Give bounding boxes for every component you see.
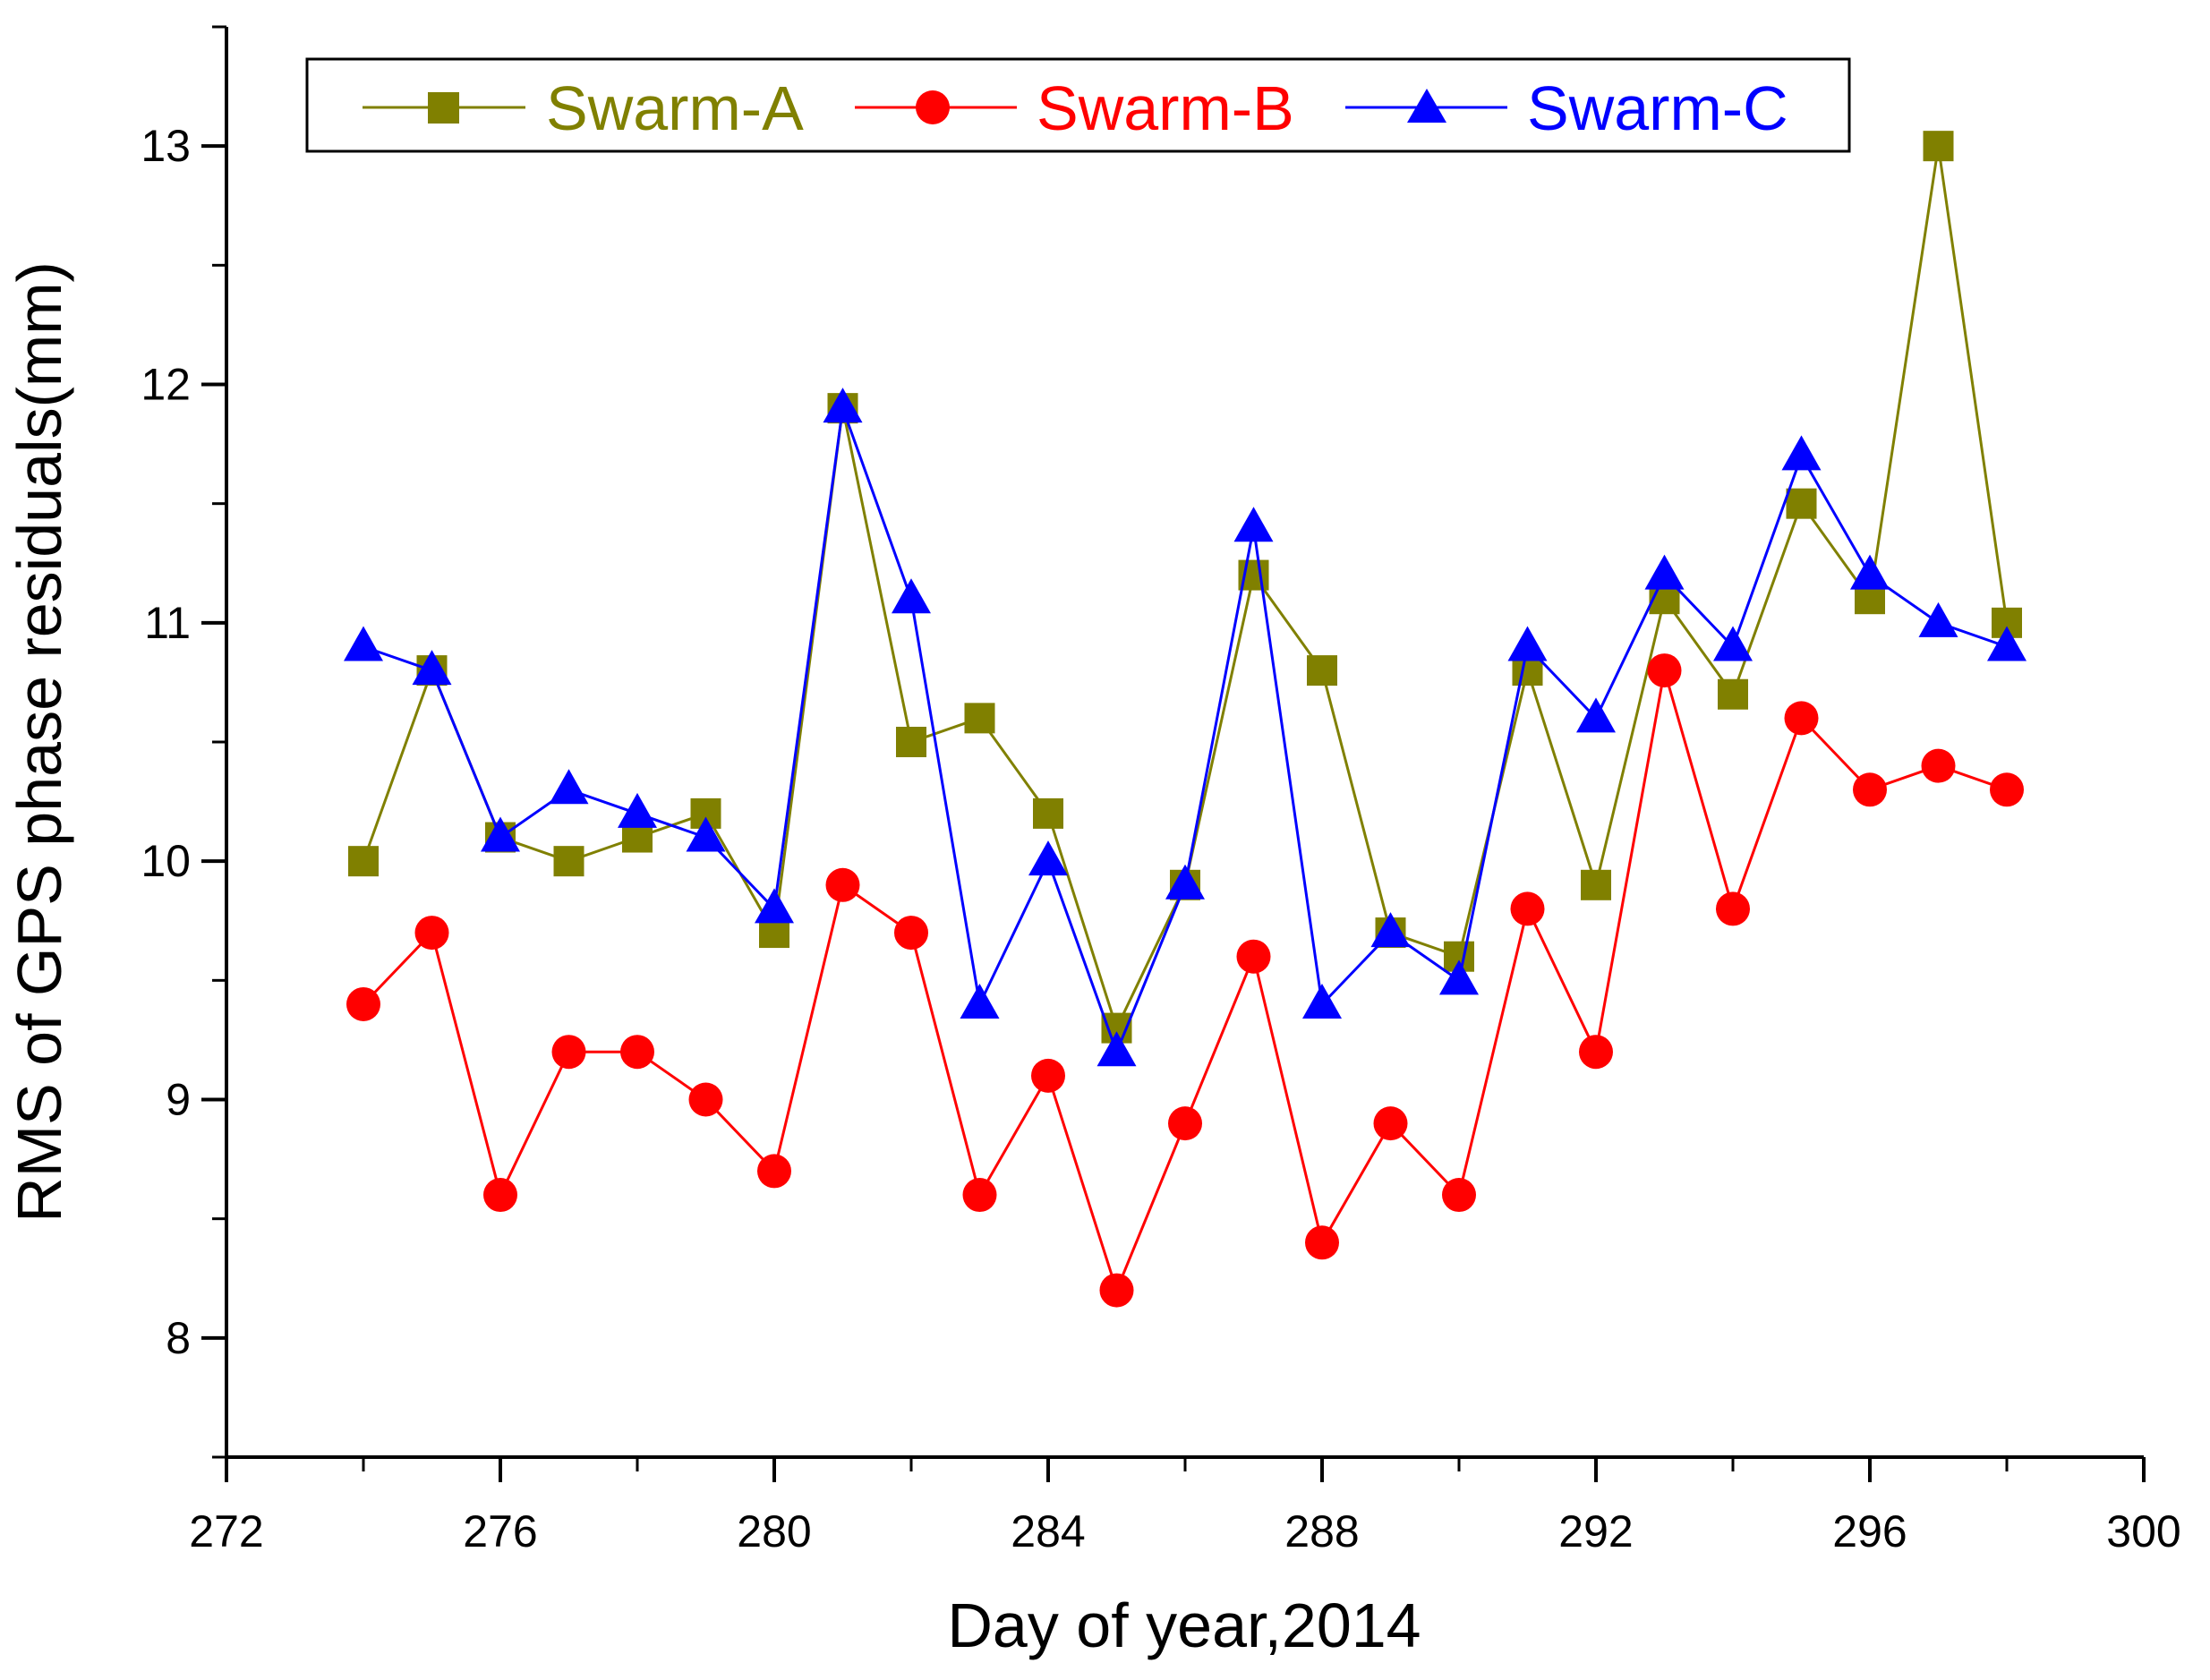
legend-box [305,57,1851,153]
data-point-swarm-c [1918,601,1958,637]
data-point-swarm-c [755,888,794,924]
data-point-swarm-b [1510,891,1545,926]
data-point-swarm-c [1781,435,1822,471]
data-point-swarm-a [964,703,995,734]
data-point-swarm-c [960,983,1000,1019]
legend-marker-swarm-b [916,90,950,124]
y-tick-label: 8 [166,1313,191,1363]
data-point-swarm-c [481,816,520,852]
data-point-swarm-a [348,846,379,877]
x-tick-label: 292 [1558,1506,1633,1556]
data-point-swarm-c [686,816,726,852]
series-layer [344,131,2027,1308]
data-point-swarm-a [1786,488,1817,519]
data-point-swarm-b [1442,1178,1476,1213]
data-point-swarm-a [553,846,584,877]
data-point-swarm-b [757,1154,791,1189]
data-point-swarm-b [1716,891,1750,926]
data-point-swarm-c [1028,840,1068,876]
y-axis-title: RMS of GPS phase residuals(mm) [4,261,74,1223]
data-point-swarm-b [1373,1106,1408,1141]
data-point-swarm-b [346,986,380,1021]
legend-label-swarm-b: Swarm-B [1037,73,1294,143]
data-point-swarm-b [825,867,860,902]
legend-label-swarm-a: Swarm-A [546,73,804,143]
data-point-swarm-c [344,626,383,661]
data-point-swarm-b [1031,1058,1065,1093]
data-point-swarm-b [1305,1225,1339,1260]
y-tick-label: 11 [144,598,191,648]
data-point-swarm-b [414,916,449,951]
legend: Swarm-A Swarm-B Swarm-C [305,57,1851,153]
data-point-swarm-c [1370,912,1411,948]
series-swarm-b [346,653,2024,1308]
legend-item-swarm-b: Swarm-B [855,73,1294,143]
data-point-swarm-b [483,1178,517,1213]
legend-marker-swarm-c [1407,89,1446,123]
data-point-swarm-c [1096,1031,1137,1067]
data-point-swarm-c [1507,626,1548,661]
data-point-swarm-b [1784,701,1819,736]
data-point-swarm-a [1718,678,1748,710]
data-point-swarm-b [1921,748,1956,783]
x-tick-label: 288 [1284,1506,1359,1556]
legend-item-swarm-a: Swarm-A [363,73,804,143]
data-point-swarm-b [962,1178,997,1213]
data-point-swarm-c [549,769,589,805]
data-point-swarm-b [1853,772,1887,807]
data-point-swarm-c [1850,554,1890,590]
data-point-swarm-c [1165,864,1205,900]
data-point-swarm-c [1987,626,2027,661]
y-tick-label: 12 [141,360,191,410]
data-point-swarm-c [1302,983,1342,1019]
data-point-swarm-c [1576,697,1616,733]
data-point-swarm-b [551,1035,586,1070]
y-tick-label: 13 [141,121,191,171]
x-ticks: 272 276 280 284 288 292 296 300 [189,1457,2181,1556]
data-point-swarm-a [1923,131,1954,162]
data-point-swarm-b [1647,653,1682,688]
y-tick-label: 10 [141,836,191,886]
series-swarm-c [344,388,2027,1067]
data-point-swarm-c [412,650,452,686]
data-point-swarm-a [896,727,926,757]
data-point-swarm-b [1099,1273,1134,1308]
data-point-swarm-b [620,1035,654,1070]
data-point-swarm-a [1307,655,1337,686]
x-tick-label: 296 [1832,1506,1907,1556]
data-point-swarm-b [1236,939,1271,974]
data-point-swarm-b [894,916,928,951]
x-axis-title: Day of year,2014 [947,1590,1421,1660]
data-point-swarm-c [1644,554,1685,590]
x-tick-label: 280 [737,1506,811,1556]
y-ticks: 8 9 10 11 12 13 [141,25,226,1459]
legend-marker-swarm-a [428,92,459,124]
data-point-swarm-c [1439,959,1479,995]
data-point-swarm-c [823,388,863,423]
data-point-swarm-c [618,792,657,828]
x-tick-label: 284 [1011,1506,1085,1556]
data-point-swarm-b [1168,1106,1202,1141]
x-tick-label: 272 [189,1506,263,1556]
legend-label-swarm-c: Swarm-C [1527,73,1788,143]
data-point-swarm-c [1713,626,1753,661]
data-point-swarm-b [688,1082,723,1117]
y-tick-label: 9 [166,1075,191,1125]
legend-item-swarm-c: Swarm-C [1345,73,1788,143]
data-point-swarm-a [1581,869,1611,900]
data-point-swarm-c [1233,507,1274,542]
x-tick-label: 276 [463,1506,537,1556]
data-point-swarm-a [1033,797,1063,829]
data-point-swarm-b [1579,1035,1613,1070]
data-point-swarm-b [1990,772,2024,807]
x-tick-label: 300 [2106,1506,2180,1556]
data-point-swarm-c [892,578,931,614]
